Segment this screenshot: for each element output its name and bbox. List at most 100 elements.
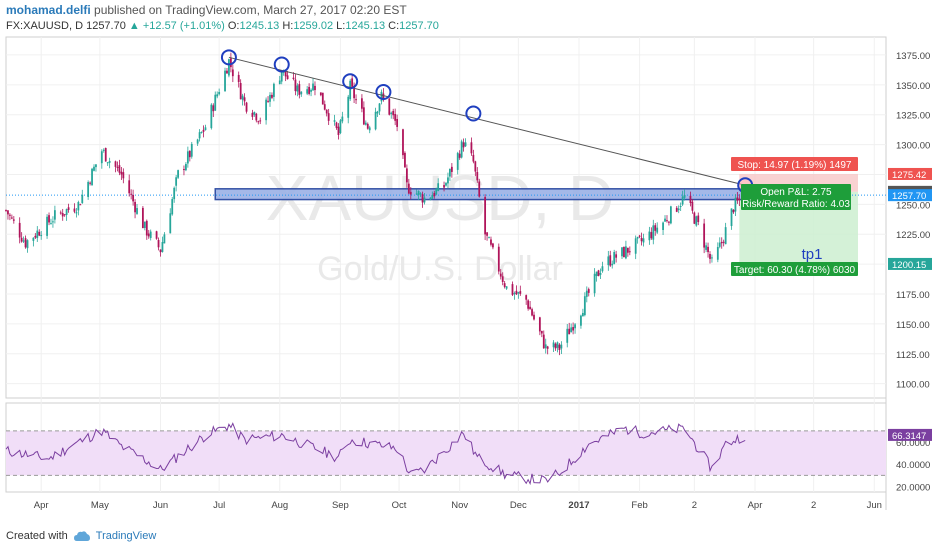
candle-body [226,70,228,74]
candle-body [132,194,135,202]
candle-body [407,183,410,194]
candle-body [93,166,95,171]
candle-body [312,83,314,91]
candle-body [366,123,369,129]
low-label: L: [336,20,346,32]
candle-body [709,253,711,259]
candle-body [306,89,309,94]
candle-body [695,216,698,226]
candle-body [519,291,522,294]
candle-body [677,208,680,211]
candle-body [711,257,713,259]
candle-body [114,161,117,167]
target-label: Target: 60.30 (4.78%) 6030 [734,265,856,276]
candle-body [460,141,463,158]
y-tick-label: 1175.00 [896,290,930,301]
candle-body [388,98,391,115]
rsi-line [5,422,746,486]
candle-body [666,220,668,222]
candle-body [380,91,383,102]
candle-body [67,207,70,210]
candle-body [419,193,422,195]
candle-body [163,234,166,244]
candle-body [722,241,725,243]
candle-body [175,177,178,186]
candle-body [652,225,655,240]
candle-body [431,195,434,199]
resistance-trendline [228,56,746,186]
candle-body [601,266,604,272]
candle-body [437,183,440,191]
open-pnl-label-box [741,184,851,198]
x-tick-label: Jun [153,500,168,511]
y-tick-label: 1350.00 [896,81,930,92]
candle-body [136,208,138,214]
candle-body [675,207,678,212]
candle-body [32,237,35,241]
candle-body [134,201,136,213]
stop-label-box [731,157,858,171]
candle-body [36,230,39,239]
candle-body [40,235,43,237]
candle-body [339,120,342,134]
candle-body [73,208,76,212]
footer: Created with TradingView [6,530,156,542]
candle-body [253,112,256,115]
swing-high-marker [375,83,392,100]
candle-body [141,207,144,229]
y-tick-label: 1250.00 [896,200,930,211]
candle-body [648,231,651,241]
watermark: XAUUSD, DGold/U.S. Dollar [266,162,615,288]
candle-body [668,221,670,223]
candle-body [278,80,281,85]
candle-body [284,69,287,77]
candle-body [374,111,377,130]
candle-body [705,245,707,250]
candle-body [703,223,706,248]
rsi-pane [5,422,886,486]
candle-body [572,327,575,331]
high-value: 1259.02 [293,20,334,32]
low-value: 1245.13 [345,20,386,32]
candle-body [636,236,639,239]
candle-body [736,197,739,201]
candle-body [335,122,338,128]
candle-body [145,220,148,236]
ohlc-legend: FX:XAUUSD, D 1257.70 ▲ +12.57 (+1.01%) O… [6,20,439,32]
candle-body [447,177,449,184]
publish-info: mohamad.delfi published on TradingView.c… [6,3,407,17]
candle-body [130,193,133,195]
tradingview-cloud-icon [73,531,90,541]
candle-body [378,103,381,112]
candle-body [417,191,420,196]
candle-body [593,273,596,294]
created-with-text: Created with [6,530,68,542]
candle-body [456,152,459,170]
symbol-label[interactable]: FX:XAUUSD, D [6,20,84,32]
candle-body [445,183,447,186]
open-value: 1245.13 [239,20,280,32]
candle-body [7,210,9,215]
tp1-label: tp1 [802,246,823,263]
candle-body [87,182,90,197]
tradingview-brand[interactable]: TradingView [95,530,157,542]
close-value: 1257.70 [399,20,439,32]
swing-high-marker [220,49,237,66]
candle-body [566,328,569,343]
candle-body [308,86,311,94]
candle-body [554,343,557,349]
candle-body [95,164,97,168]
candle-body [490,239,492,245]
candle-body [212,105,215,112]
target-label-box [731,262,858,276]
candle-body [478,181,481,197]
candle-body [91,168,93,186]
candle-body [20,237,23,242]
candle-body [533,314,535,320]
candle-body [185,164,187,171]
candle-body [353,85,355,99]
author-link[interactable]: mohamad.delfi [6,3,91,17]
candle-body [568,328,571,335]
